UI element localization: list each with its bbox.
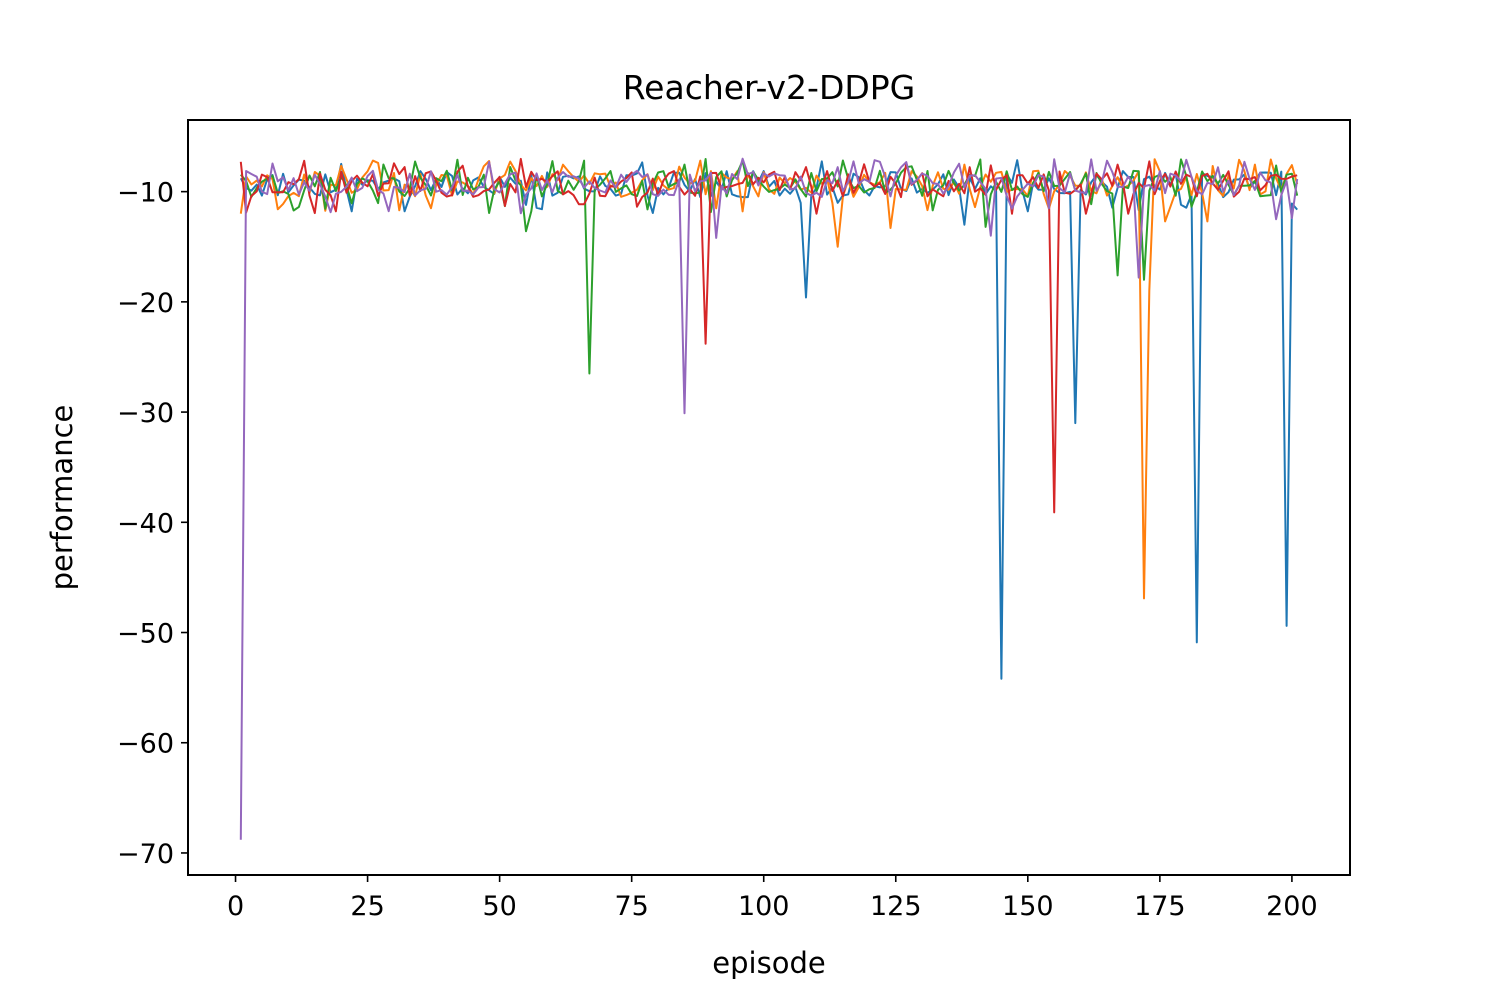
- y-tick-label: −40: [117, 508, 174, 539]
- x-tick-label: 175: [1134, 891, 1186, 922]
- y-tick-label: −50: [117, 619, 174, 650]
- x-axis-label: episode: [712, 946, 825, 980]
- x-tick-label: 50: [482, 891, 516, 922]
- y-axis-label: performance: [45, 405, 79, 591]
- y-tick-label: −70: [117, 839, 174, 870]
- series-layer: [239, 157, 1299, 840]
- y-tick-label: −30: [117, 398, 174, 429]
- plot-frame: [187, 119, 1351, 876]
- x-tick-label: 75: [614, 891, 648, 922]
- x-tick-label: 0: [227, 891, 244, 922]
- series-line-4: [239, 157, 1298, 514]
- x-tick-label: 200: [1266, 891, 1318, 922]
- x-tick-label: 25: [350, 891, 384, 922]
- series-line-2: [239, 158, 1299, 600]
- chart-title: Reacher-v2-DDPG: [623, 68, 916, 107]
- x-tick-label: 100: [738, 891, 790, 922]
- y-tick-label: −20: [117, 288, 174, 319]
- x-axis: 0 25 50 75 100 125 150 175 200: [227, 875, 1318, 922]
- y-tick-label: −10: [117, 178, 174, 209]
- y-tick-label: −60: [117, 729, 174, 760]
- x-tick-label: 125: [870, 891, 922, 922]
- y-axis: −10 −20 −30 −40 −50 −60 −70: [117, 178, 188, 870]
- x-tick-label: 150: [1002, 891, 1054, 922]
- series-line-3: [240, 158, 1299, 375]
- series-line-5: [239, 157, 1299, 840]
